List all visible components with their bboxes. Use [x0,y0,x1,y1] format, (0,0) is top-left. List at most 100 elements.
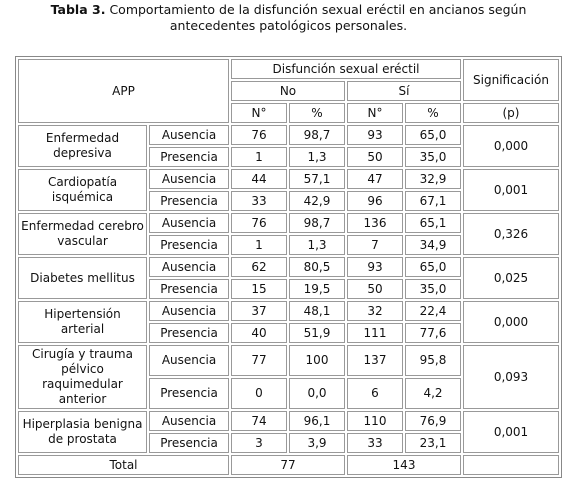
value-cell: 7 [347,235,403,255]
header-row: APP Disfunción sexual eréctil Significac… [18,59,559,123]
p-value-cell: 0,001 [463,411,559,453]
value-cell: 57,1 [289,169,345,189]
value-cell: 1,3 [289,147,345,167]
value-cell: 96,1 [289,411,345,431]
data-row: Presencia 0 0,0 6 4,2 [18,378,559,409]
value-cell: 3 [231,433,287,453]
condition-cell: Hipertensión arterial [18,301,147,343]
header-cell: Disfunción sexual eréctil [231,59,461,79]
p-value-cell: 0,000 [463,301,559,343]
header-cell: No [231,81,345,101]
total-value: 77 [231,455,345,475]
data-row: Presencia 1 1,3 50 35,0 [18,147,559,167]
value-cell: 74 [231,411,287,431]
value-cell: 65,0 [405,125,461,145]
value-cell: 50 [347,147,403,167]
value-cell: 51,9 [289,323,345,343]
value-cell: 95,8 [405,345,461,376]
value-cell: 34,9 [405,235,461,255]
header-cell: Sí [347,81,461,101]
total-row: Total 77 143 [18,455,559,475]
status-cell: Ausencia [149,125,229,145]
p-value-cell: 0,000 [463,125,559,167]
data-row: Presencia 33 42,9 96 67,1 [18,191,559,211]
status-cell: Presencia [149,191,229,211]
value-cell: 80,5 [289,257,345,277]
status-cell: Ausencia [149,345,229,376]
status-cell: Presencia [149,235,229,255]
data-row: Cirugía y trauma pélvico raquimedular an… [18,345,559,409]
header-cell: N° [231,103,287,123]
header-cell: % [289,103,345,123]
value-cell: 77 [231,345,287,376]
status-cell: Ausencia [149,257,229,277]
value-cell: 110 [347,411,403,431]
value-cell: 65,1 [405,213,461,233]
value-cell: 62 [231,257,287,277]
value-cell: 33 [347,433,403,453]
value-cell: 42,9 [289,191,345,211]
status-cell: Ausencia [149,213,229,233]
status-cell: Presencia [149,323,229,343]
total-value: 143 [347,455,461,475]
data-row: Enfermedad depresiva Ausencia 76 98,7 93 65,0… [18,125,559,167]
value-cell: 33 [231,191,287,211]
value-cell: 44 [231,169,287,189]
value-cell: 98,7 [289,213,345,233]
p-value-cell: 0,025 [463,257,559,299]
value-cell: 100 [289,345,345,376]
status-cell: Presencia [149,378,229,409]
value-cell: 35,0 [405,279,461,299]
header-row: No Sí [18,81,559,101]
condition-cell: Cardiopatía isquémica [18,169,147,211]
data-row: Presencia 3 3,9 33 23,1 [18,433,559,453]
value-cell: 35,0 [405,147,461,167]
p-value-cell: 0,093 [463,345,559,409]
value-cell: 1,3 [289,235,345,255]
value-cell: 23,1 [405,433,461,453]
value-cell: 76 [231,125,287,145]
header-cell: Significación [463,59,559,101]
value-cell: 93 [347,125,403,145]
value-cell: 32,9 [405,169,461,189]
value-cell: 22,4 [405,301,461,321]
value-cell: 136 [347,213,403,233]
p-value-cell: 0,001 [463,169,559,211]
condition-cell: Enfermedad cerebro vascular [18,213,147,255]
data-row: Diabetes mellitus Ausencia 62 80,5 93 65,0 0,0… [18,257,559,299]
value-cell: 37 [231,301,287,321]
header-cell: N° [347,103,403,123]
status-cell: Presencia [149,147,229,167]
data-row: Presencia 1 1,3 7 34,9 [18,235,559,255]
caption-text: Comportamiento de la disfunción sexual e… [109,2,527,33]
status-cell: Ausencia [149,411,229,431]
caption: Tabla 3. Comportamiento de la disfunción… [16,2,561,34]
data-row: Hipertensión arterial Ausencia 37 48,1 32 22,… [18,301,559,343]
data-row: Enfermedad cerebro vascular Ausencia 76 98,… [18,213,559,255]
condition-cell: Hiperplasia benigna de prostata [18,411,147,453]
status-cell: Ausencia [149,169,229,189]
value-cell: 1 [231,235,287,255]
value-cell: 111 [347,323,403,343]
value-cell: 3,9 [289,433,345,453]
data-row: Hiperplasia benigna de prostata Ausencia 7… [18,411,559,453]
value-cell: 77,6 [405,323,461,343]
value-cell: 40 [231,323,287,343]
value-cell: 76 [231,213,287,233]
value-cell: 0,0 [289,378,345,409]
value-cell: 65,0 [405,257,461,277]
header-cell: APP [18,59,229,123]
value-cell: 48,1 [289,301,345,321]
value-cell: 98,7 [289,125,345,145]
value-cell: 19,5 [289,279,345,299]
value-cell: 93 [347,257,403,277]
header-cell: % [405,103,461,123]
empty-cell [463,455,559,475]
value-cell: 96 [347,191,403,211]
condition-cell: Enfermedad depresiva [18,125,147,167]
value-cell: 15 [231,279,287,299]
value-cell: 1 [231,147,287,167]
value-cell: 137 [347,345,403,376]
condition-cell: Diabetes mellitus [18,257,147,299]
